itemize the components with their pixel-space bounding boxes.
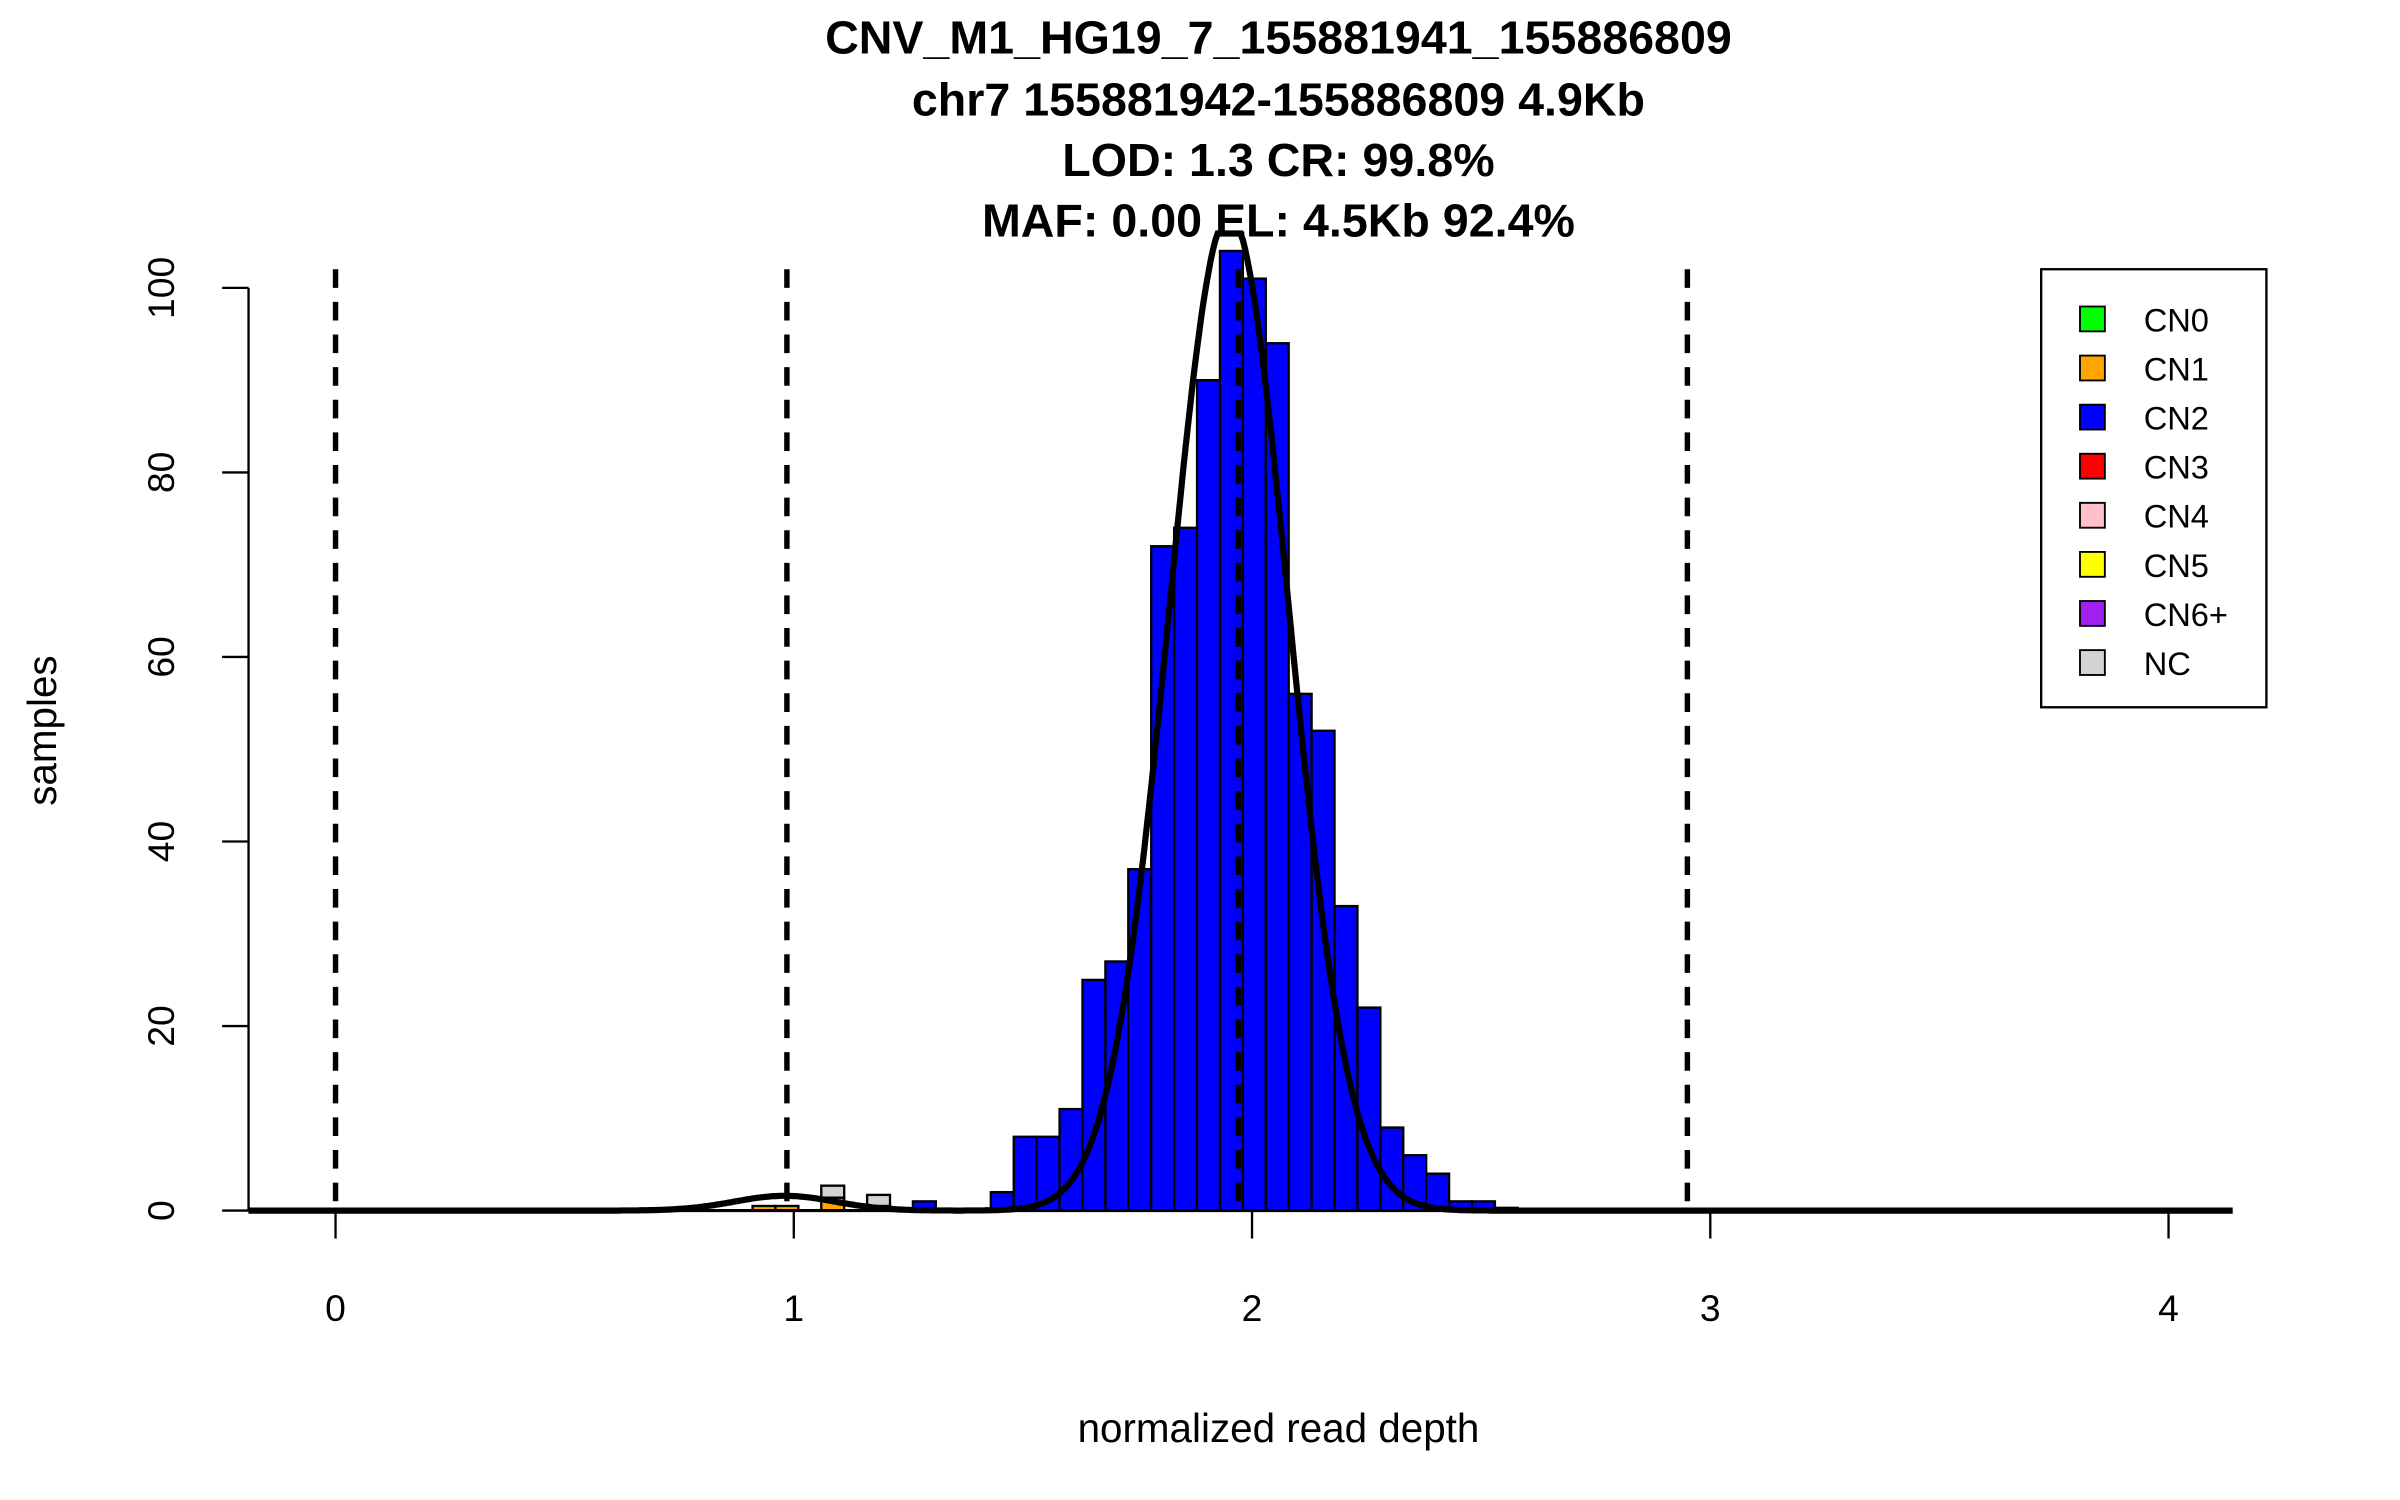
dashed-reference-lines (332, 269, 1691, 1211)
legend-swatch-cn3 (2079, 452, 2106, 480)
legend-swatch-cn2 (2079, 403, 2106, 431)
legend-swatch-cn6plus (2079, 600, 2106, 627)
legend-label-nc: NC (2144, 645, 2191, 682)
legend: CN0 CN1 CN2 CN3 CN4 CN5 CN6+ NC (2039, 268, 2268, 709)
legend-label-cn3: CN3 (2144, 449, 2209, 486)
legend-swatch-cn0 (2079, 305, 2106, 333)
y-tick-label-0: 0 (140, 1200, 182, 1221)
bar-nc-2 (820, 1184, 846, 1199)
y-tick-label-60: 60 (140, 636, 182, 677)
y-tick-label-100: 100 (140, 257, 182, 319)
y-tick-label-40: 40 (140, 821, 182, 862)
title-line-3: LOD: 1.3 CR: 99.8% (1062, 134, 1494, 186)
legend-label-cn1: CN1 (2144, 350, 2209, 387)
x-tick-label-1: 1 (783, 1287, 804, 1329)
y-tick-label-80: 80 (140, 452, 182, 493)
legend-swatch-cn1 (2079, 354, 2106, 382)
bar-cn2-6 (1012, 1135, 1038, 1212)
bar-cn2-14 (1195, 378, 1222, 1212)
legend-swatch-cn5 (2079, 551, 2106, 578)
legend-label-cn2: CN2 (2144, 400, 2209, 437)
title-line-2: chr7 155881942-155886809 4.9Kb (912, 73, 1645, 125)
x-tick-label-3: 3 (1700, 1287, 1721, 1329)
legend-label-cn5: CN5 (2144, 547, 2209, 584)
y-tick-label-20: 20 (140, 1005, 182, 1046)
bar-cn2-22 (1379, 1126, 1405, 1212)
y-axis-label: samples (19, 655, 65, 805)
bar-cn2-13 (1172, 526, 1199, 1212)
legend-label-cn6plus: CN6+ (2144, 596, 2228, 633)
bar-cn2-21 (1356, 1006, 1382, 1212)
legend-label-cn4: CN4 (2144, 498, 2209, 535)
chart-title: CNV_M1_HG19_7_155881941_155886809 chr7 1… (825, 11, 1732, 246)
bar-cn2-8 (1058, 1107, 1084, 1212)
legend-swatch-nc (2079, 649, 2106, 676)
title-line-4: MAF: 0.00 EL: 4.5Kb 92.4% (982, 195, 1575, 247)
bar-cn2-9 (1081, 978, 1107, 1212)
histogram-bars (248, 249, 2043, 1212)
legend-box (2039, 268, 2268, 709)
legend-swatch-cn4 (2079, 501, 2106, 529)
bar-cn2-16 (1241, 277, 1267, 1212)
bar-cn2-11 (1127, 868, 1153, 1212)
x-tick-label-2: 2 (1242, 1287, 1263, 1329)
x-tick-label-0: 0 (325, 1287, 346, 1329)
legend-label-cn0: CN0 (2144, 301, 2209, 338)
title-line-1: CNV_M1_HG19_7_155881941_155886809 (825, 11, 1732, 63)
x-axis-label: normalized read depth (1078, 1405, 1480, 1451)
x-tick-label-4: 4 (2158, 1287, 2179, 1329)
